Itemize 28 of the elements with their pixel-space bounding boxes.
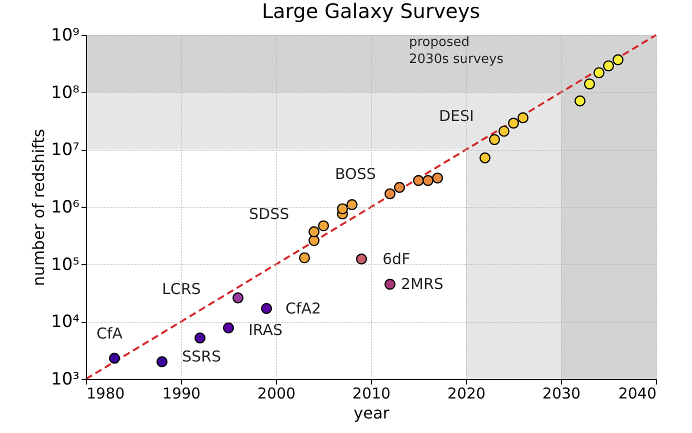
annotation: LCRS: [162, 280, 201, 298]
annotation: IRAS: [248, 320, 283, 339]
x-tick-label: 2020: [447, 384, 486, 402]
y-tick-label: 10⁵: [51, 254, 80, 275]
y-tick-label: 10⁷: [51, 140, 80, 160]
annotation: CfA: [96, 324, 124, 342]
annotation: SDSS: [249, 204, 290, 223]
annotation: BOSS: [335, 164, 376, 183]
annotation: 2MRS: [401, 275, 444, 294]
x-tick-label: 2000: [257, 384, 296, 402]
y-axis-title: number of redshifts: [29, 128, 48, 286]
chart-title: Large Galaxy Surveys: [262, 0, 480, 23]
x-axis-title: year: [354, 404, 390, 422]
annotation: DESI: [439, 106, 474, 125]
band-label: proposed 2030s surveys: [409, 35, 504, 67]
y-tick-label: 10⁶: [51, 198, 80, 218]
x-tick-label: 2040: [618, 384, 656, 402]
annotation: CfA2: [286, 299, 322, 318]
x-tick-label: 2030: [542, 384, 581, 402]
annotation: SSRS: [182, 348, 221, 366]
y-tick-label: 10⁸: [51, 82, 80, 103]
y-tick-label: 10⁴: [51, 312, 80, 332]
annotation: 6dF: [382, 250, 410, 268]
y-tick-label: 10³: [51, 370, 80, 390]
y-tick-label: 10⁹: [51, 26, 80, 46]
x-tick-label: 2010: [352, 384, 391, 402]
x-tick-label: 1980: [86, 384, 125, 402]
x-tick-label: 1990: [162, 384, 201, 402]
